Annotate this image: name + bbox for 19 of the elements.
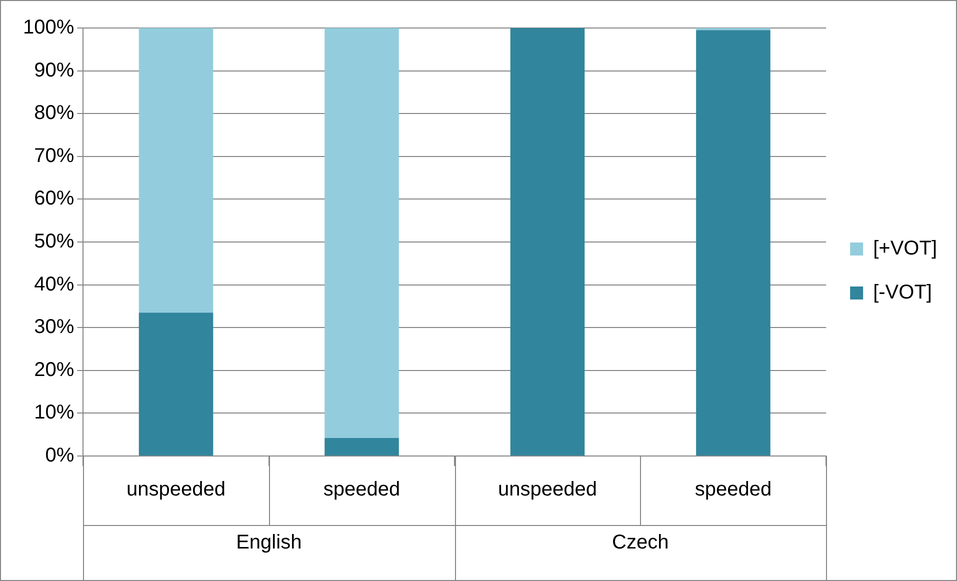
y-tick-label: 80% — [34, 102, 74, 124]
y-tick-label: 20% — [34, 358, 74, 381]
x-tick-label: unspeeded — [126, 478, 226, 501]
y-tick-label: 0% — [45, 444, 74, 467]
y-tick-label: 30% — [34, 316, 74, 338]
x-tick-label: speeded — [323, 478, 400, 501]
y-tick-label: 90% — [34, 59, 74, 82]
y-tick-label: 60% — [34, 188, 74, 210]
y-tick-label: 10% — [34, 402, 74, 424]
y-tick-label: 70% — [34, 144, 74, 167]
x-tick-label: unspeeded — [498, 478, 597, 501]
legend-label: [+VOT] — [873, 238, 937, 260]
y-tick-label: 50% — [34, 230, 74, 253]
y-tick-label: 100% — [22, 16, 74, 39]
text: Czech — [612, 532, 669, 554]
x-tick-label: speeded — [694, 478, 772, 501]
text: English — [236, 532, 302, 554]
legend-label: [-VOT] — [873, 282, 932, 304]
y-tick-label: 40% — [34, 273, 74, 296]
